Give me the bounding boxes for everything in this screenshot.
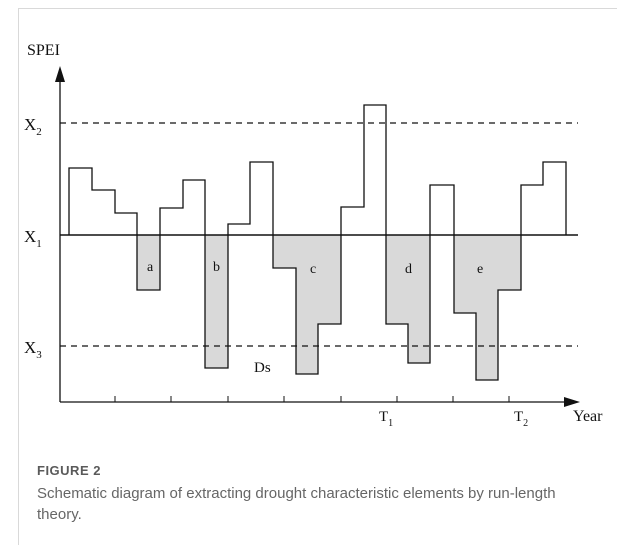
drought-area-a: [137, 235, 160, 290]
event-label-a: a: [147, 260, 154, 275]
y-axis-arrow-icon: [55, 66, 65, 82]
drought-areas: [137, 235, 521, 380]
figure-caption: FIGURE 2 Schematic diagram of extracting…: [37, 463, 597, 525]
event-label-b: b: [213, 260, 220, 275]
drought-area-d: [386, 235, 430, 363]
level-label-x1: X1: [24, 227, 42, 250]
spei-step-series: [68, 104, 567, 381]
level-label-x2: X2: [24, 115, 42, 138]
tick-label-t2: T2: [514, 409, 528, 429]
event-label-c: c: [310, 262, 316, 277]
duration-label: Ds: [254, 360, 271, 376]
drought-area-b: [205, 235, 228, 368]
x-axis-ticks: [114, 396, 510, 402]
x-axis-arrow-icon: [564, 397, 580, 407]
y-axis-title: SPEI: [27, 42, 60, 59]
tick-label-t1: T1: [379, 409, 393, 429]
x-axis-title: Year: [573, 408, 603, 425]
event-label-e: e: [477, 262, 483, 277]
level-label-x3: X3: [24, 338, 42, 361]
run-length-diagram: SPEI Year X2 X1 X3 T1 T2 a b c d e Ds: [24, 42, 603, 429]
side-divider: [18, 8, 19, 545]
figure-label: FIGURE 2: [37, 463, 101, 478]
drought-area-c: [273, 235, 341, 374]
figure-caption-text: Schematic diagram of extracting drought …: [37, 485, 556, 523]
drought-area-e: [454, 235, 521, 380]
event-label-d: d: [405, 262, 412, 277]
top-divider: [18, 8, 617, 9]
